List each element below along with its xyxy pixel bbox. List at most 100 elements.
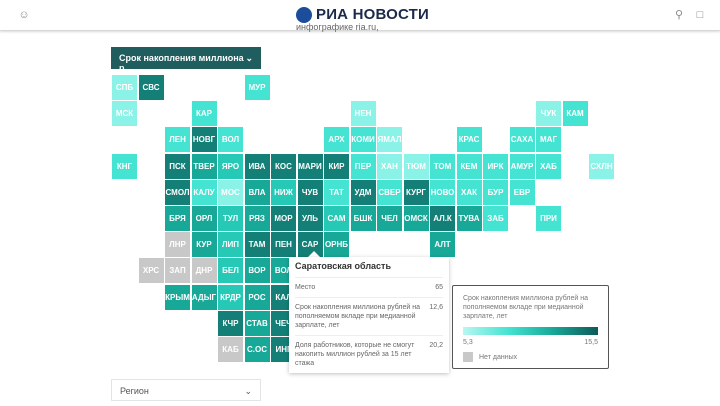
logo-text: РИА НОВОСТИ — [316, 6, 430, 23]
region-tile[interactable]: КАЛУ — [191, 179, 217, 205]
region-tile[interactable]: ЗАБ — [483, 206, 508, 231]
region-tile[interactable]: ЧЕЛ — [377, 206, 402, 231]
nodata-label: Нет данных — [479, 353, 518, 361]
region-tile[interactable]: ЧУК — [536, 101, 561, 127]
region-tile[interactable]: КАБ — [218, 337, 243, 362]
region-tile[interactable]: МАГ — [536, 127, 561, 153]
tooltip-row-value: 12,6 — [429, 304, 443, 311]
logo-mark-icon — [296, 6, 312, 23]
tooltip-row-label: Срок накопления миллиона рублей на попол… — [295, 304, 420, 329]
region-tile[interactable]: АЛ.К — [430, 206, 455, 231]
region-tile[interactable]: ЛИП — [218, 232, 243, 258]
logo[interactable]: РИА НОВОСТИ — [296, 6, 429, 23]
region-tile[interactable]: БШК — [350, 206, 376, 231]
region-tile[interactable]: МСК — [112, 101, 137, 127]
region-tile[interactable]: КАМ — [562, 101, 588, 127]
region-tile[interactable]: ПСК — [165, 153, 190, 179]
region-tile[interactable]: ЯРО — [218, 153, 243, 179]
region-tile[interactable]: УДМ — [350, 179, 376, 205]
region-tile[interactable]: РЯЗ — [244, 206, 270, 231]
search-icon[interactable]: ⚲ — [674, 9, 684, 21]
region-tile[interactable]: ХРС — [138, 258, 164, 284]
region-tile[interactable]: КУРГ — [403, 179, 429, 205]
region-tile[interactable]: ХАК — [456, 179, 482, 205]
region-tile[interactable]: ТЮМ — [403, 153, 429, 179]
region-tile[interactable]: ЛНР — [165, 232, 190, 258]
region-tile[interactable]: ХАБ — [536, 153, 561, 179]
region-tile[interactable]: НИЖ — [271, 179, 296, 205]
region-tile[interactable]: ХАН — [377, 153, 402, 179]
region-tile[interactable]: ИРК — [483, 153, 508, 179]
region-tile[interactable]: НОВГ — [191, 127, 217, 153]
region-tile[interactable]: УЛЬ — [297, 206, 323, 231]
region-tile[interactable]: ЯМАЛ — [377, 127, 402, 153]
region-tile[interactable]: НЕН — [350, 101, 376, 127]
region-tile[interactable]: АМУР — [509, 153, 535, 179]
region-tile[interactable]: ТОМ — [430, 153, 455, 179]
region-tile[interactable]: КРДР — [218, 284, 243, 310]
region-tile[interactable]: КОМИ — [350, 127, 376, 153]
region-tile[interactable]: ЗАП — [165, 258, 190, 284]
region-tile[interactable]: СПБ — [112, 75, 137, 100]
region-tile[interactable]: СТАВ — [244, 310, 270, 336]
region-tile[interactable]: ТУЛ — [218, 206, 243, 231]
region-tile[interactable]: ТАМ — [244, 232, 270, 258]
region-tile[interactable]: ВЛА — [244, 179, 270, 205]
region-tile[interactable]: БУР — [483, 179, 508, 205]
region-tile[interactable]: КУР — [191, 232, 217, 258]
region-tile[interactable]: КИР — [324, 153, 349, 179]
region-tile[interactable]: ПЕН — [271, 232, 296, 258]
legend-gradient — [463, 327, 598, 335]
region-tile[interactable]: КАР — [191, 101, 217, 127]
region-tile[interactable]: АРХ — [324, 127, 349, 153]
region-tile[interactable]: ВОЛ — [218, 127, 243, 153]
metric-dropdown[interactable]: Срок накопления миллиона р... ⌄ — [111, 47, 261, 73]
region-tile[interactable]: КЕМ — [456, 153, 482, 179]
chat-icon[interactable]: □ — [696, 9, 704, 21]
chevron-down-icon: ⌄ — [245, 53, 253, 63]
region-tooltip: Саратовская область Место 65 Срок накопле… — [289, 257, 449, 373]
region-tile[interactable]: АДЫГ — [191, 284, 217, 310]
region-tile[interactable]: ДНР — [191, 258, 217, 284]
region-tile[interactable]: СВС — [138, 75, 164, 100]
user-icon[interactable]: ☺ — [18, 9, 30, 21]
region-tile[interactable]: САМ — [324, 206, 349, 231]
region-tile[interactable]: ПЕР — [350, 153, 376, 179]
region-tile[interactable]: САХА — [509, 127, 535, 153]
article-text: инфографике ria.ru, — [296, 22, 379, 32]
region-tile[interactable]: БРЯ — [165, 206, 190, 231]
region-tile[interactable]: ПРИ — [536, 206, 561, 231]
region-tile[interactable]: ТВЕР — [191, 153, 217, 179]
region-tile[interactable]: КРЫМ — [165, 284, 190, 310]
region-tile[interactable]: ОРЛ — [191, 206, 217, 231]
region-tile[interactable]: ВОР — [244, 258, 270, 284]
region-tile[interactable]: СХЛН — [589, 153, 614, 179]
region-tile[interactable]: ЛЕН — [165, 127, 190, 153]
region-tile[interactable]: БЕЛ — [218, 258, 243, 284]
region-tile[interactable]: СВЕР — [377, 179, 402, 205]
region-tile[interactable]: МАРИ — [297, 153, 323, 179]
region-tile[interactable]: ОРНБ — [324, 232, 349, 258]
region-tile[interactable]: НОВО — [430, 179, 455, 205]
region-tile[interactable]: МОР — [271, 206, 296, 231]
region-tile[interactable]: РОС — [244, 284, 270, 310]
region-tile[interactable]: КНГ — [112, 153, 137, 179]
region-tile[interactable]: ЕВР — [509, 179, 535, 205]
region-tile[interactable]: ЧУВ — [297, 179, 323, 205]
region-tile[interactable]: СМОЛ — [165, 179, 190, 205]
region-tile[interactable]: КЧР — [218, 310, 243, 336]
region-tile[interactable]: КРАС — [456, 127, 482, 153]
region-tile[interactable]: ТАТ — [324, 179, 349, 205]
region-tile[interactable]: АЛТ — [430, 232, 455, 258]
region-tile[interactable]: ОМСК — [403, 206, 429, 231]
region-dropdown[interactable]: Регион ⌄ — [111, 379, 261, 401]
tooltip-row: Доля работников, которые не смогут накоп… — [295, 336, 443, 373]
region-tile[interactable]: ИВА — [244, 153, 270, 179]
legend: Срок накопления миллиона рублей на попол… — [452, 285, 609, 369]
region-tile[interactable]: МОС — [218, 179, 243, 205]
region-tile[interactable]: КОС — [271, 153, 296, 179]
region-tile[interactable]: ТУВА — [456, 206, 482, 231]
region-tile[interactable]: МУР — [244, 75, 270, 100]
chevron-down-icon: ⌄ — [244, 386, 252, 396]
region-tile[interactable]: С.ОС — [244, 337, 270, 362]
